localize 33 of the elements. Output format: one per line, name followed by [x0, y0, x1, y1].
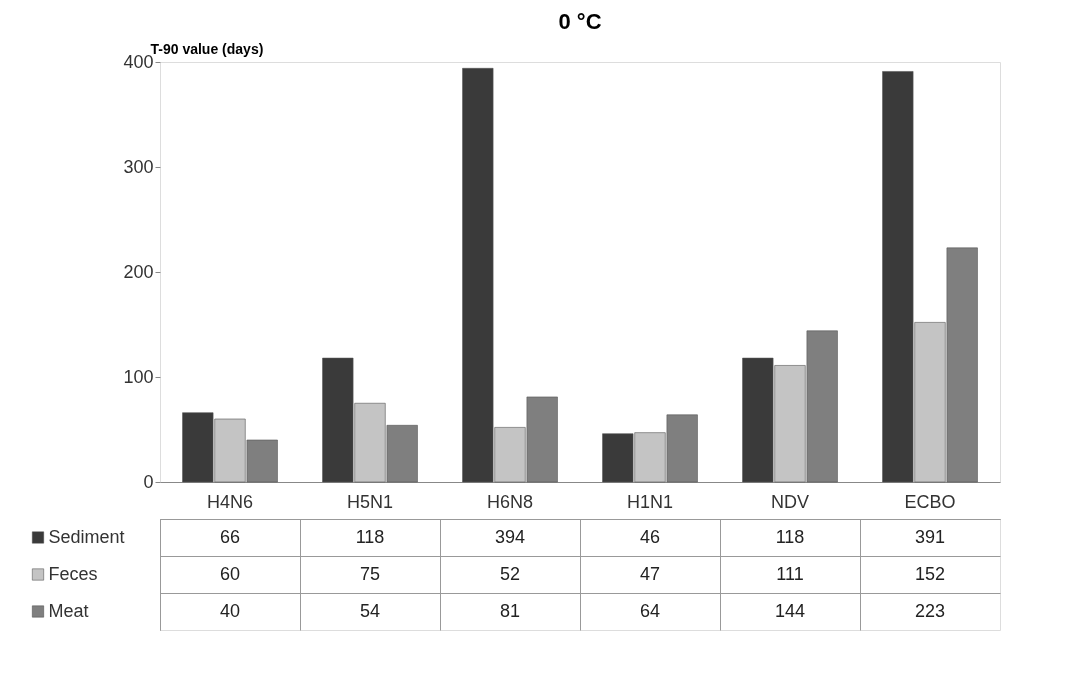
data-label: 394: [494, 526, 526, 547]
data-label: 46: [639, 526, 661, 547]
legend-label: Sediment: [48, 526, 125, 547]
x-tick-label: NDV: [770, 491, 810, 512]
data-label: 75: [359, 563, 381, 584]
y-tick-label: 100: [123, 366, 154, 387]
x-tick-label: H4N6: [206, 491, 254, 512]
data-label: 54: [359, 600, 381, 621]
y-tick-label: 400: [123, 51, 154, 72]
data-label: 40: [219, 600, 241, 621]
data-label: 60: [219, 563, 241, 584]
data-label: 64: [639, 600, 661, 621]
x-tick-label: H1N1: [626, 491, 674, 512]
data-label: 47: [639, 563, 661, 584]
legend-label: Feces: [48, 563, 98, 584]
data-label: 52: [499, 563, 521, 584]
y-tick-label: 200: [123, 261, 154, 282]
chart-title: 0 °C: [558, 9, 602, 34]
data-label: 391: [914, 526, 946, 547]
y-tick-label: 300: [123, 156, 154, 177]
x-tick-label: H5N1: [346, 491, 394, 512]
data-label: 81: [499, 600, 521, 621]
x-tick-label: ECBO: [904, 491, 956, 512]
y-tick-label: 0: [143, 471, 154, 492]
data-label: 144: [774, 600, 806, 621]
legend-label: Meat: [48, 600, 89, 621]
data-label: 111: [776, 563, 804, 584]
data-label: 66: [219, 526, 241, 547]
x-tick-label: H6N8: [486, 491, 534, 512]
data-label: 152: [914, 563, 946, 584]
data-label: 118: [355, 526, 385, 547]
data-label: 118: [775, 526, 805, 547]
data-label: 223: [914, 600, 946, 621]
